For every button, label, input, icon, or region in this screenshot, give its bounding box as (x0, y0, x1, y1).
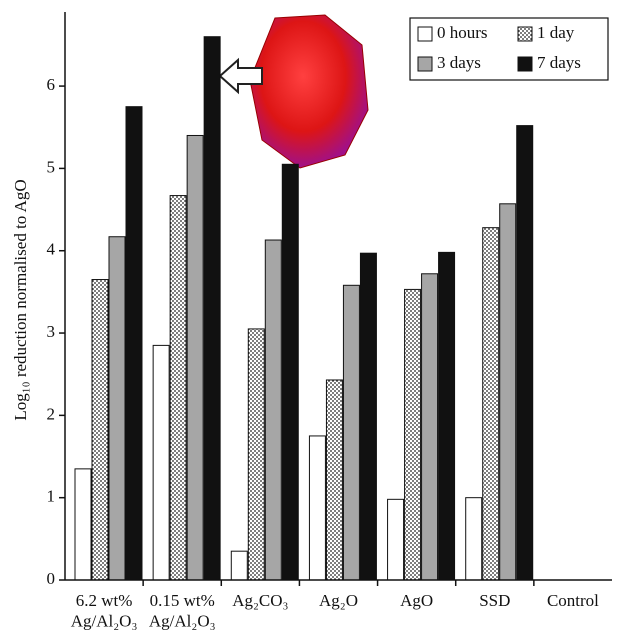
y-tick-label: 5 (47, 157, 56, 176)
bar (91, 279, 109, 581)
legend-label: 0 hours (437, 23, 488, 42)
bar (516, 125, 534, 581)
legend-swatch (517, 56, 533, 72)
bar (125, 106, 143, 581)
bar (186, 134, 204, 581)
bar (230, 550, 248, 581)
bar (74, 468, 92, 581)
y-tick-label: 3 (47, 322, 56, 341)
x-tick-label: 6.2 wt% Ag/Al₂O₃ (71, 591, 138, 630)
y-tick-label: 4 (47, 240, 56, 259)
nanoparticle-inset (218, 14, 369, 169)
x-tick-label: AgO (400, 591, 433, 610)
legend-label: 3 days (437, 53, 481, 72)
legend: 0 hours 1 day 3 days 7 days (409, 17, 609, 81)
bar (387, 498, 405, 581)
x-tick-label: Ag₂CO₃ (232, 591, 288, 610)
bar (308, 435, 326, 581)
bar (108, 236, 126, 581)
bar (281, 163, 299, 581)
y-tick-label: 0 (47, 569, 56, 588)
legend-label: 7 days (537, 53, 581, 72)
legend-swatch (417, 26, 433, 42)
y-tick-label: 6 (47, 75, 56, 94)
bar (203, 36, 221, 581)
bar (247, 328, 265, 581)
bar (325, 379, 343, 581)
bar (421, 273, 439, 581)
y-tick-label: 1 (47, 487, 56, 506)
y-tick-label: 2 (47, 404, 56, 423)
bar (465, 497, 483, 581)
bar (404, 288, 422, 581)
bar (169, 195, 187, 581)
bar (342, 284, 360, 581)
x-tick-label: Control (547, 591, 599, 610)
x-tick-label: 0.15 wt% Ag/Al₂O₃ (149, 591, 216, 630)
bar (438, 251, 456, 581)
bar (264, 239, 282, 581)
bar (482, 227, 500, 581)
bar (359, 252, 377, 581)
legend-box (409, 17, 609, 81)
bar (499, 203, 517, 581)
bar (152, 344, 170, 581)
legend-swatch (517, 26, 533, 42)
legend-label: 1 day (537, 23, 575, 42)
legend-swatch (417, 56, 433, 72)
x-tick-label: SSD (479, 591, 510, 610)
x-tick-label: Ag₂O (319, 591, 358, 610)
y-axis-label: Log₁₀ reduction normalised to AgO (11, 179, 30, 420)
